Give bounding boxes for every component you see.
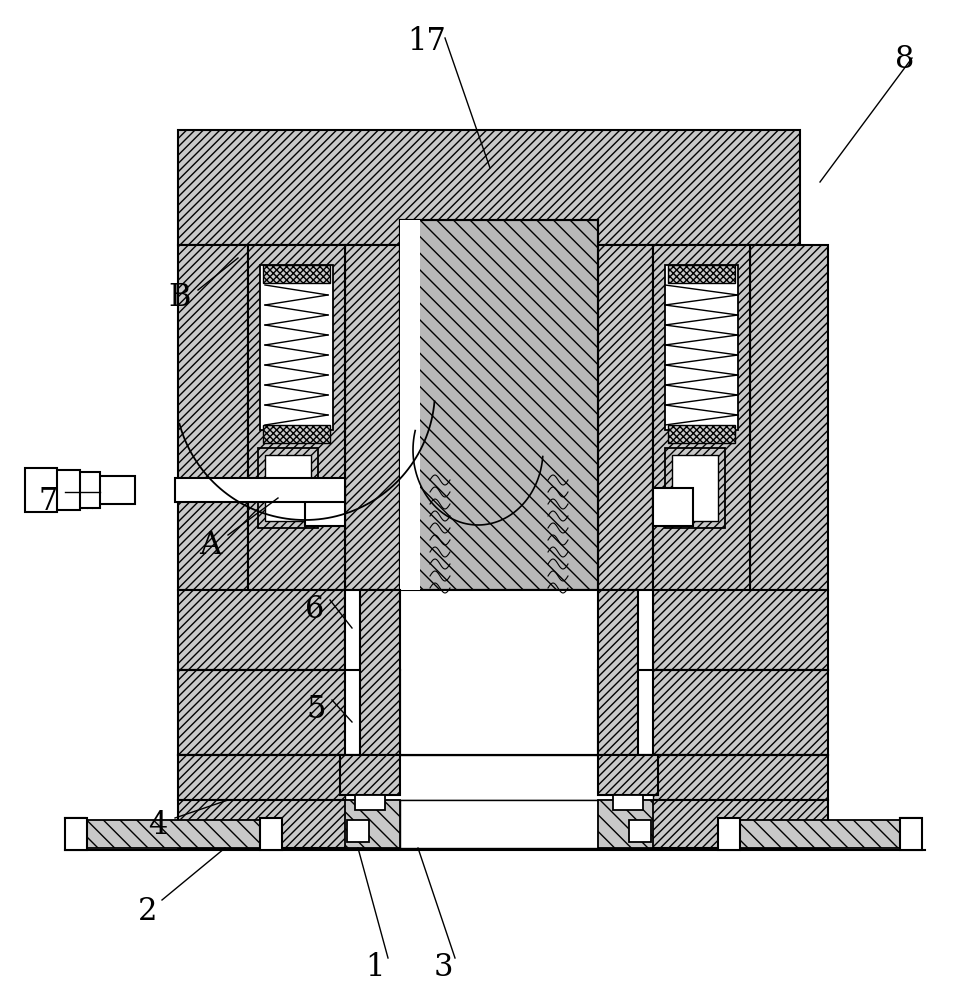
Bar: [664, 448, 724, 528]
Bar: [95, 476, 135, 504]
Bar: [305, 488, 345, 526]
Bar: [345, 755, 653, 800]
Bar: [749, 245, 828, 590]
Bar: [667, 265, 735, 283]
Bar: [717, 818, 740, 850]
Bar: [52, 470, 80, 510]
Bar: [248, 245, 345, 590]
Bar: [597, 670, 828, 755]
Bar: [258, 448, 318, 528]
Bar: [355, 795, 385, 810]
Bar: [400, 220, 419, 590]
Bar: [597, 800, 653, 848]
Bar: [628, 820, 651, 842]
Bar: [178, 800, 828, 848]
Bar: [671, 455, 717, 521]
Bar: [263, 425, 329, 443]
Bar: [653, 245, 749, 590]
Bar: [265, 455, 311, 521]
Bar: [175, 478, 345, 502]
Bar: [400, 800, 597, 848]
Bar: [260, 818, 281, 850]
Bar: [613, 795, 642, 810]
Text: 2: 2: [138, 896, 157, 928]
Text: 5: 5: [306, 694, 325, 726]
Bar: [85, 820, 263, 848]
Bar: [178, 755, 828, 800]
Bar: [340, 755, 400, 795]
Bar: [735, 820, 902, 848]
Text: 3: 3: [433, 952, 452, 984]
Bar: [178, 130, 799, 245]
Bar: [64, 818, 87, 850]
Bar: [667, 425, 735, 443]
Text: A: A: [198, 530, 221, 560]
Text: 17: 17: [407, 26, 446, 57]
Bar: [653, 590, 828, 670]
Bar: [899, 818, 921, 850]
Bar: [345, 800, 400, 848]
Bar: [360, 590, 400, 755]
Bar: [400, 220, 597, 590]
Text: 4: 4: [149, 810, 167, 842]
Bar: [178, 670, 400, 755]
Text: 7: 7: [38, 487, 58, 518]
Bar: [597, 590, 637, 755]
Bar: [260, 265, 332, 430]
Bar: [664, 265, 738, 430]
Bar: [653, 488, 693, 526]
Bar: [75, 472, 100, 508]
Text: 1: 1: [364, 952, 384, 984]
Bar: [345, 590, 653, 755]
Bar: [345, 245, 400, 590]
Text: B: B: [169, 282, 191, 314]
Bar: [178, 245, 248, 590]
Bar: [400, 670, 597, 755]
Bar: [263, 265, 329, 283]
Bar: [597, 755, 658, 795]
Text: 8: 8: [894, 44, 913, 76]
Bar: [347, 820, 368, 842]
Bar: [178, 590, 345, 670]
Bar: [597, 245, 653, 590]
Text: 6: 6: [305, 594, 324, 626]
Bar: [25, 468, 57, 512]
